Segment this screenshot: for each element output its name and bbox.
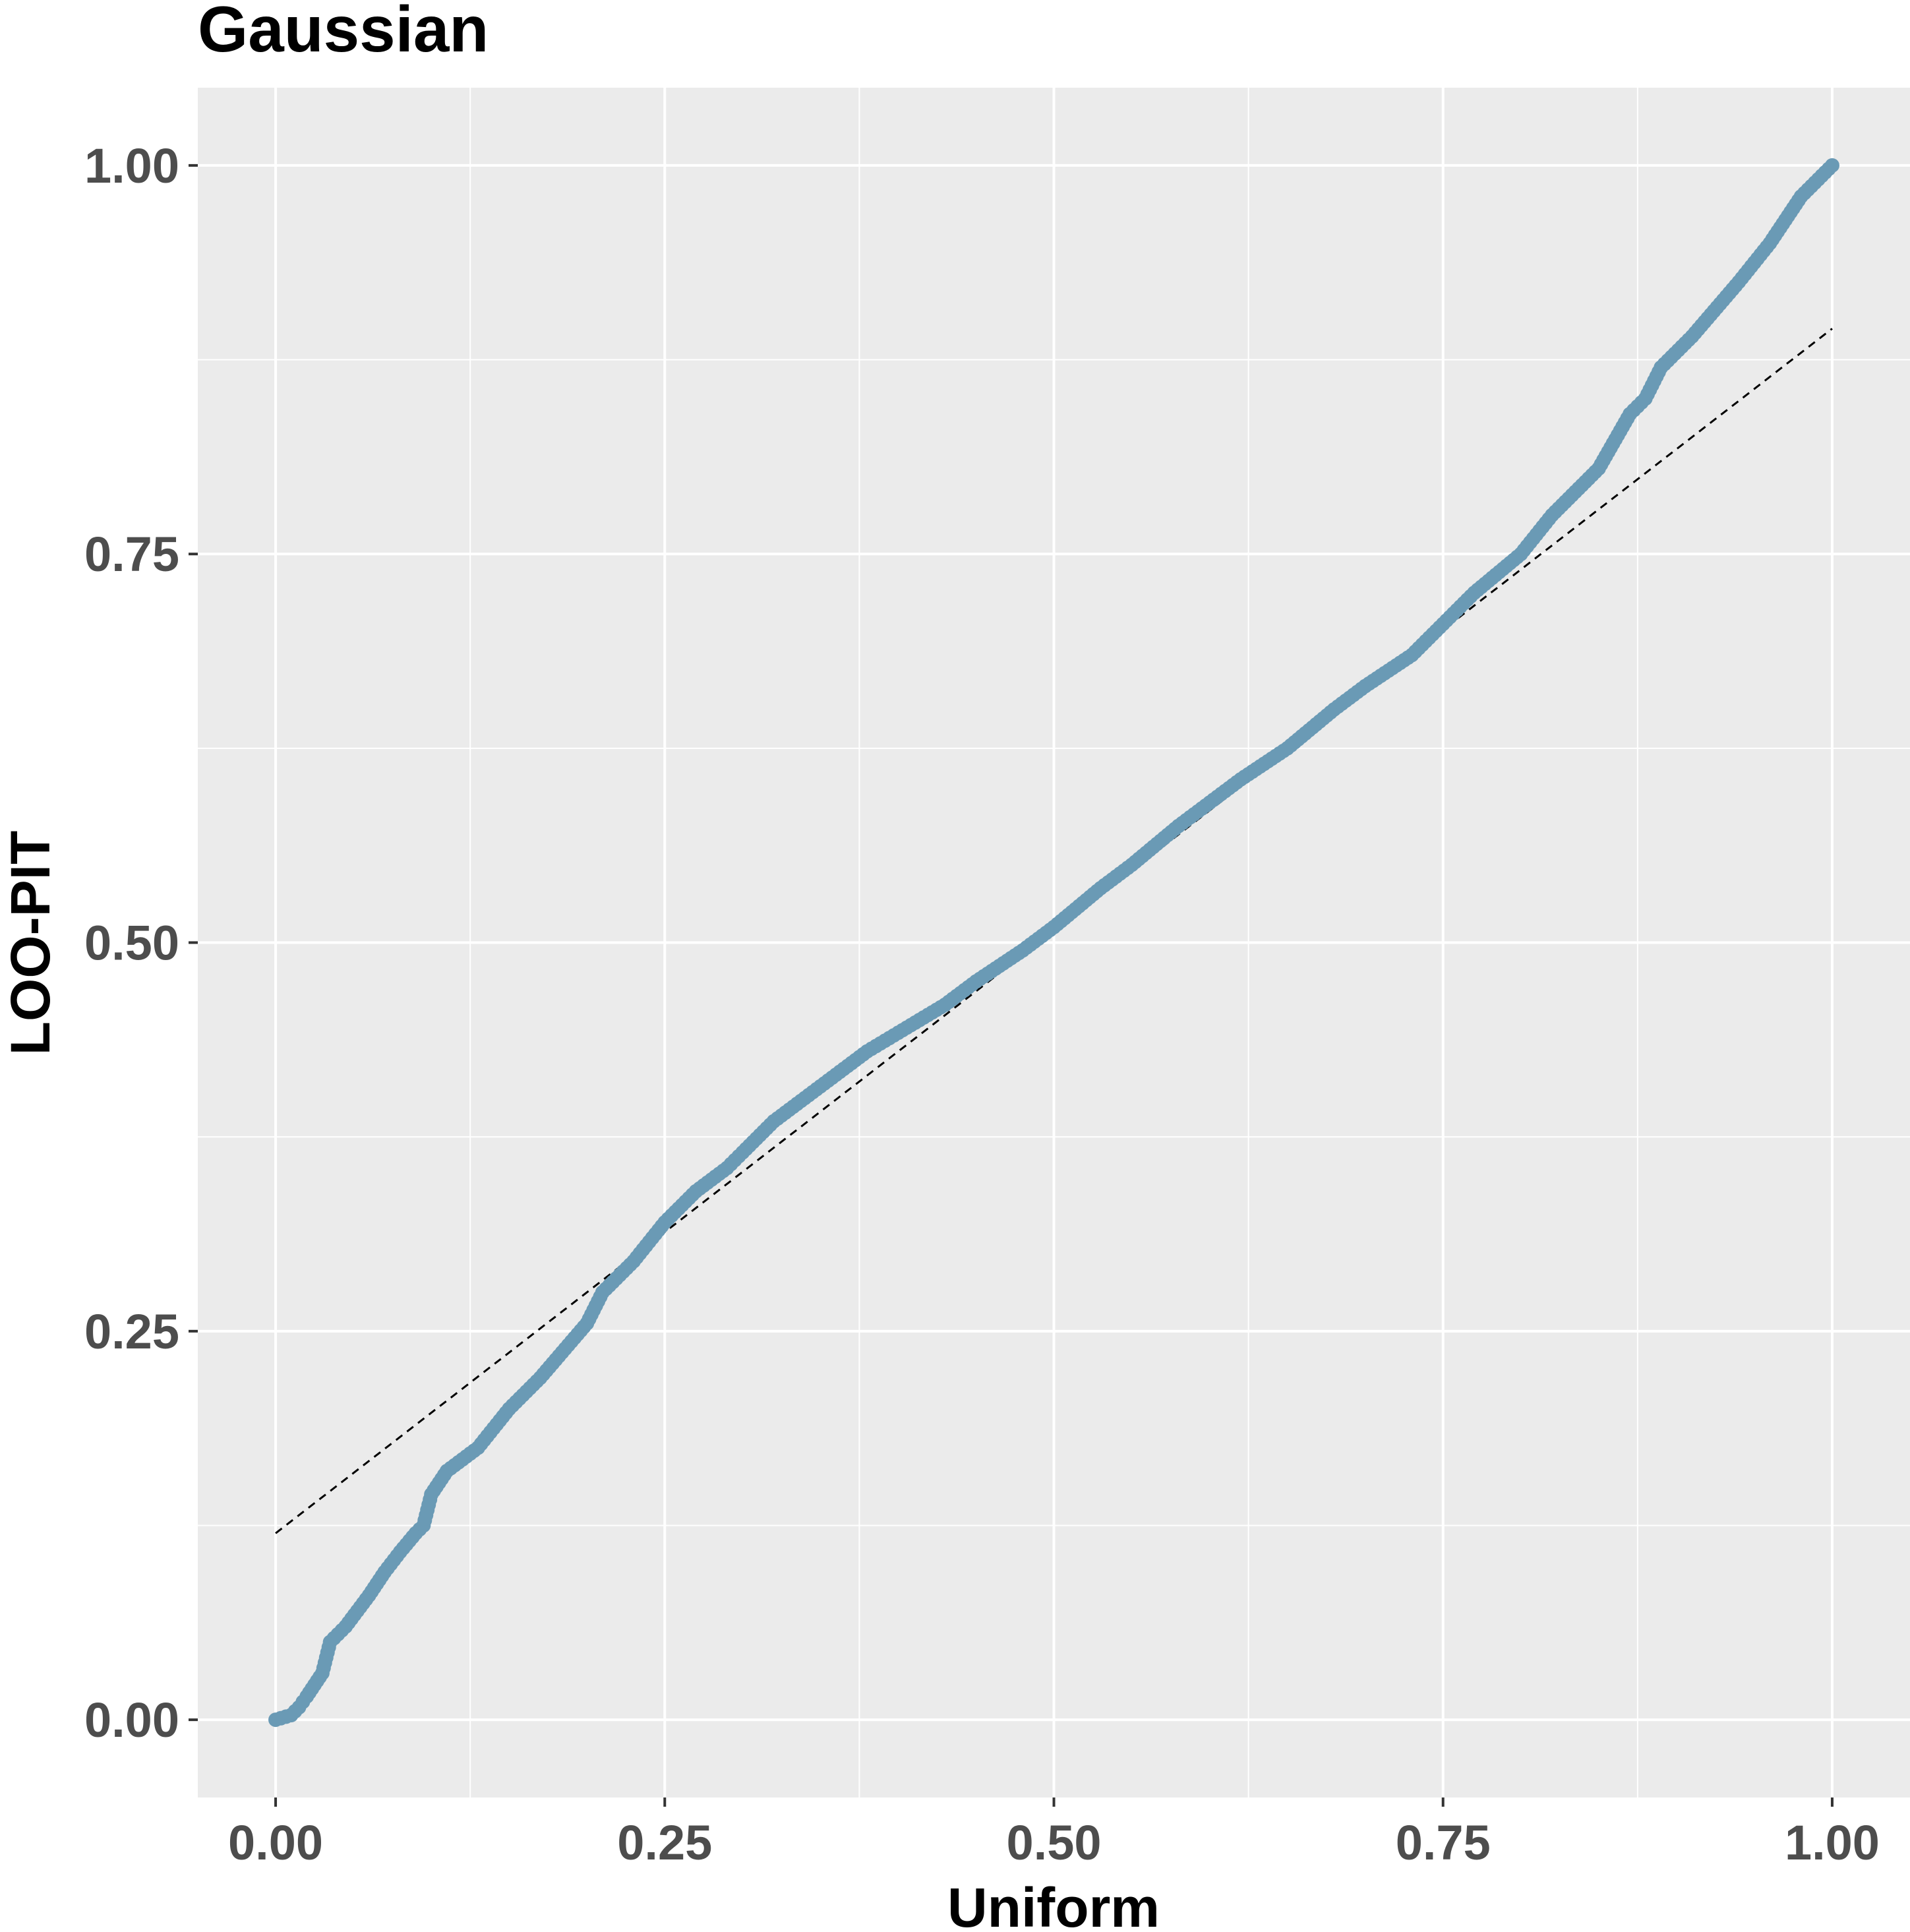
- x-tick-label: 0.00: [228, 1815, 323, 1870]
- y-tick-label: 0.00: [84, 1693, 179, 1747]
- x-tick-label: 0.75: [1396, 1815, 1491, 1870]
- y-axis-ticks: 0.00 0.25 0.50 0.75 1.00: [84, 138, 198, 1747]
- y-tick-label: 0.25: [84, 1304, 179, 1359]
- data-point: [1824, 158, 1839, 173]
- x-axis-ticks: 0.00 0.25 0.50 0.75 1.00: [228, 1797, 1880, 1870]
- y-tick-label: 0.75: [84, 527, 179, 582]
- x-tick-label: 0.25: [617, 1815, 712, 1870]
- x-axis-title: Uniform: [947, 1877, 1160, 1932]
- y-axis-title: LOO-PIT: [0, 831, 61, 1056]
- chart-title: Gaussian: [198, 0, 489, 65]
- x-tick-label: 0.50: [1006, 1815, 1101, 1870]
- major-grid: [198, 88, 1910, 1797]
- y-tick-label: 1.00: [84, 138, 179, 193]
- y-tick-label: 0.50: [84, 916, 179, 971]
- x-tick-label: 1.00: [1785, 1815, 1880, 1870]
- data-points: [268, 158, 1839, 1728]
